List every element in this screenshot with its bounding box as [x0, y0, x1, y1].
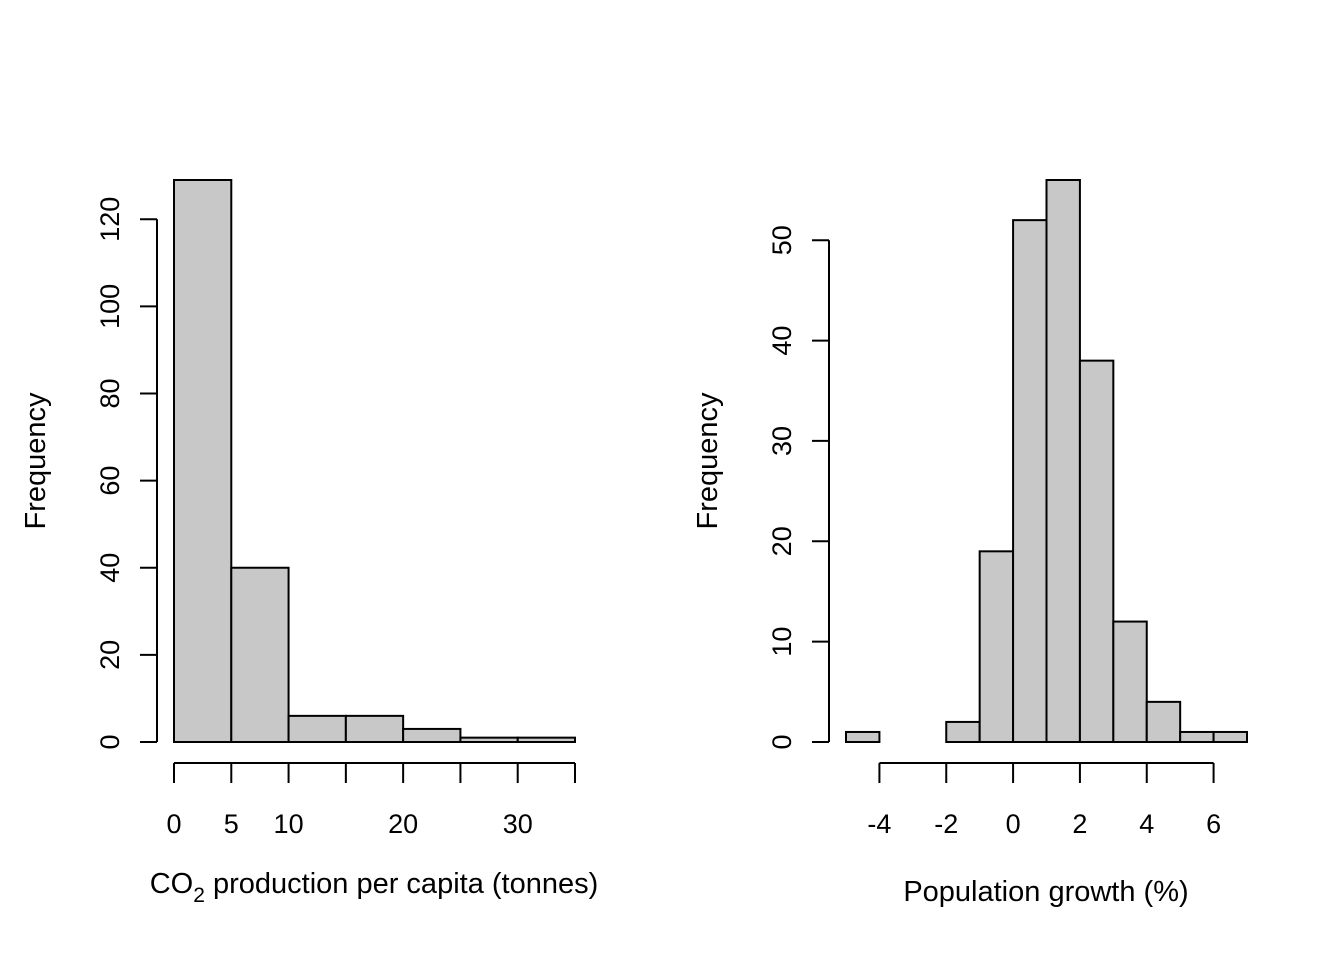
- bar: [230, 566, 290, 744]
- bar: [287, 714, 347, 744]
- bar: [1112, 620, 1148, 743]
- bar: [1045, 179, 1081, 743]
- y-tick-label: 60: [95, 466, 125, 496]
- x-axis-title: CO2 production per capita (tonnes): [150, 868, 599, 907]
- x-tick-label: 2: [1072, 809, 1087, 839]
- y-tick-label: 80: [95, 378, 125, 408]
- x-tick-label: 4: [1139, 809, 1154, 839]
- bar: [173, 179, 233, 743]
- bar: [1012, 219, 1048, 743]
- bar: [945, 720, 981, 744]
- y-tick-label: 40: [767, 326, 797, 356]
- bar: [1145, 700, 1182, 743]
- y-tick-label: 40: [95, 553, 125, 583]
- bar: [344, 714, 405, 744]
- y-tick-label: 0: [767, 734, 797, 749]
- x-axis-title: Population growth (%): [903, 876, 1188, 908]
- y-tick-label: 20: [95, 640, 125, 670]
- x-tick-label: 6: [1206, 809, 1221, 839]
- x-tick-label: -2: [934, 809, 958, 839]
- population-growth-histogram: 0 10 20 30 40 50 -4 -2 0 2 4 6 Frequency Population g…: [692, 179, 1249, 908]
- y-tick-label: 0: [95, 734, 125, 749]
- co2-histogram: 0 20 40 60 80 100 120 0 5 10 20 30 Frequency CO2 prod…: [20, 179, 599, 907]
- y-tick-label: 120: [95, 197, 125, 242]
- y-axis-title: Frequency: [692, 392, 724, 530]
- y-tick-label: 20: [767, 526, 797, 556]
- y-tick-label: 10: [767, 627, 797, 657]
- bar: [402, 727, 462, 744]
- x-tick-label: 30: [503, 809, 533, 839]
- y-tick-label: 50: [767, 225, 797, 255]
- x-tick-label: -4: [867, 809, 891, 839]
- y-axis-title: Frequency: [20, 392, 52, 530]
- x-tick-label: 0: [166, 809, 181, 839]
- bar: [1078, 359, 1115, 743]
- y-tick-label: 100: [95, 284, 125, 329]
- bar: [1179, 730, 1215, 744]
- x-tick-label: 20: [388, 809, 418, 839]
- bar: [459, 736, 519, 744]
- bar: [978, 550, 1015, 743]
- x-tick-label: 5: [224, 809, 239, 839]
- x-tick-label: 10: [274, 809, 304, 839]
- bar: [1212, 730, 1249, 744]
- bar: [845, 730, 881, 744]
- x-tick-label: 0: [1006, 809, 1021, 839]
- y-tick-label: 30: [767, 426, 797, 456]
- bar: [516, 736, 577, 744]
